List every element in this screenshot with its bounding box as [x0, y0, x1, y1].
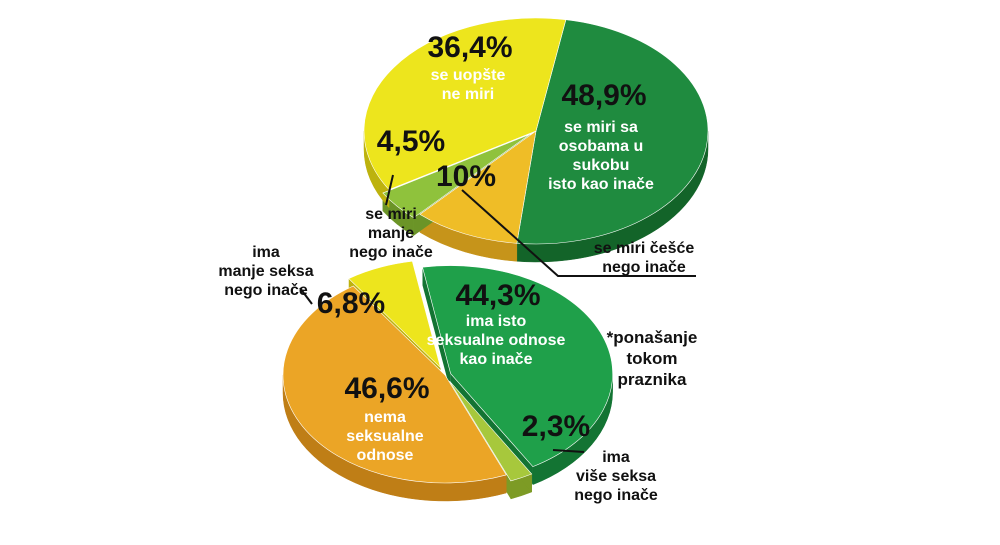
bottom-pie-desc-0-line-1: seksualne odnose — [427, 332, 566, 349]
bottom-pie-label-2: 46,6% — [344, 372, 429, 405]
top-pie-desc-3-line-1: ne miri — [442, 86, 494, 103]
note-line-1: tokom — [627, 349, 678, 368]
leader-top-10 — [461, 189, 696, 277]
top-pie-desc-1-line-1: nego inače — [602, 259, 686, 276]
top-pie-desc-0-line-0: se miri sa — [564, 119, 638, 136]
top-pie-slice-3 — [363, 17, 567, 191]
bottom-pie-desc-2-line-0: nema — [364, 409, 406, 426]
bottom-pie-desc-3-line-1: manje seksa — [218, 263, 313, 280]
top-pie-label-3: 36,4% — [427, 31, 512, 64]
bottom-pie-slice-3 — [348, 260, 442, 369]
bottom-pie-desc-0-line-0: ima isto — [466, 313, 527, 330]
note-line-0: *ponašanje — [607, 328, 698, 347]
bottom-pie-desc-0-line-2: kao inače — [460, 351, 533, 368]
bottom-pie-slice-0 — [422, 265, 613, 468]
bottom-pie-desc-1-line-2: nego inače — [574, 487, 658, 504]
bottom-pie — [282, 260, 613, 502]
top-pie-label-1: 10% — [436, 160, 496, 193]
bottom-pie-slice-1 — [449, 380, 533, 482]
top-pie-desc-2-line-0: se miri — [365, 206, 417, 223]
top-pie-label-0: 48,9% — [561, 79, 646, 112]
top-pie-desc-0-line-3: isto kao inače — [548, 176, 654, 193]
leader-top-4-5 — [385, 174, 394, 206]
bottom-pie-label-1: 2,3% — [522, 410, 590, 443]
leader-lines — [299, 174, 696, 453]
bottom-pie-slice-0-wall-0 — [422, 267, 451, 392]
leader-bottom-2-3 — [552, 449, 585, 453]
bottom-pie-slice-2 — [282, 285, 507, 484]
bottom-pie-label-3: 6,8% — [317, 287, 385, 320]
bottom-pie-desc-2-line-2: odnose — [357, 447, 414, 464]
top-pie-desc-1-line-0: se miri češće — [594, 240, 695, 257]
bottom-pie-desc-1-line-0: ima — [602, 449, 630, 466]
leader-bottom-6-8 — [299, 287, 313, 305]
bottom-pie-desc-3-line-2: nego inače — [224, 282, 308, 299]
top-pie-label-2: 4,5% — [377, 125, 445, 158]
top-pie-desc-0-line-1: osobama u — [559, 138, 643, 155]
top-pie-slice-0 — [516, 19, 709, 245]
bottom-pie-label-0: 44,3% — [455, 279, 540, 312]
bottom-pie-desc-3-line-0: ima — [252, 244, 280, 261]
bottom-pie-desc-2-line-1: seksualne — [346, 428, 423, 445]
bottom-pie-desc-1-line-1: više seksa — [576, 468, 656, 485]
top-pie-desc-3-line-0: se uopšte — [431, 67, 506, 84]
top-pie-slice-2 — [382, 134, 530, 219]
top-pie-slice-1 — [419, 130, 537, 244]
top-pie-desc-0-line-2: sukobu — [573, 157, 630, 174]
top-pie — [363, 17, 709, 263]
note-line-2: praznika — [618, 370, 688, 389]
top-pie-desc-2-line-2: nego inače — [349, 244, 433, 261]
top-pie-desc-2-line-1: manje — [368, 225, 414, 242]
